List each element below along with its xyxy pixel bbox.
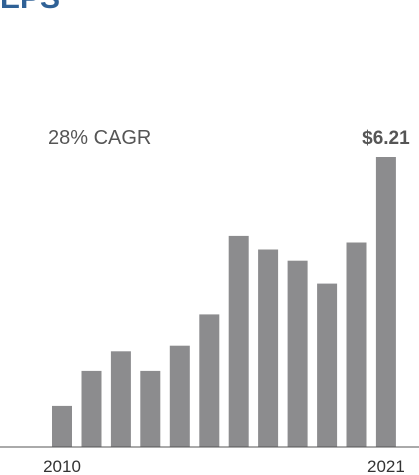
cagr-annotation: 28% CAGR — [48, 127, 151, 149]
x-tick-labels-group: 2010 2021 — [43, 457, 405, 475]
bar-2011 — [81, 370, 102, 447]
bar-2010 — [52, 405, 72, 447]
chart-title: EPS — [0, 0, 60, 14]
bar-2012 — [110, 351, 131, 447]
bar-2018 — [287, 260, 308, 447]
x-tick-2010: 2010 — [43, 457, 81, 475]
bar-2016 — [228, 235, 249, 447]
bar-2019 — [317, 283, 338, 447]
bar-2014 — [169, 345, 190, 447]
bar-2020 — [346, 242, 367, 447]
bar-2017 — [258, 249, 279, 447]
bar-2013 — [140, 370, 161, 447]
x-tick-2021: 2021 — [367, 457, 405, 475]
data-labels-group: $6.21 — [362, 128, 410, 149]
bar-2015 — [199, 314, 220, 447]
bar-2021 — [375, 157, 396, 447]
data-label-2021: $6.21 — [362, 128, 410, 149]
bars-group — [52, 157, 396, 447]
